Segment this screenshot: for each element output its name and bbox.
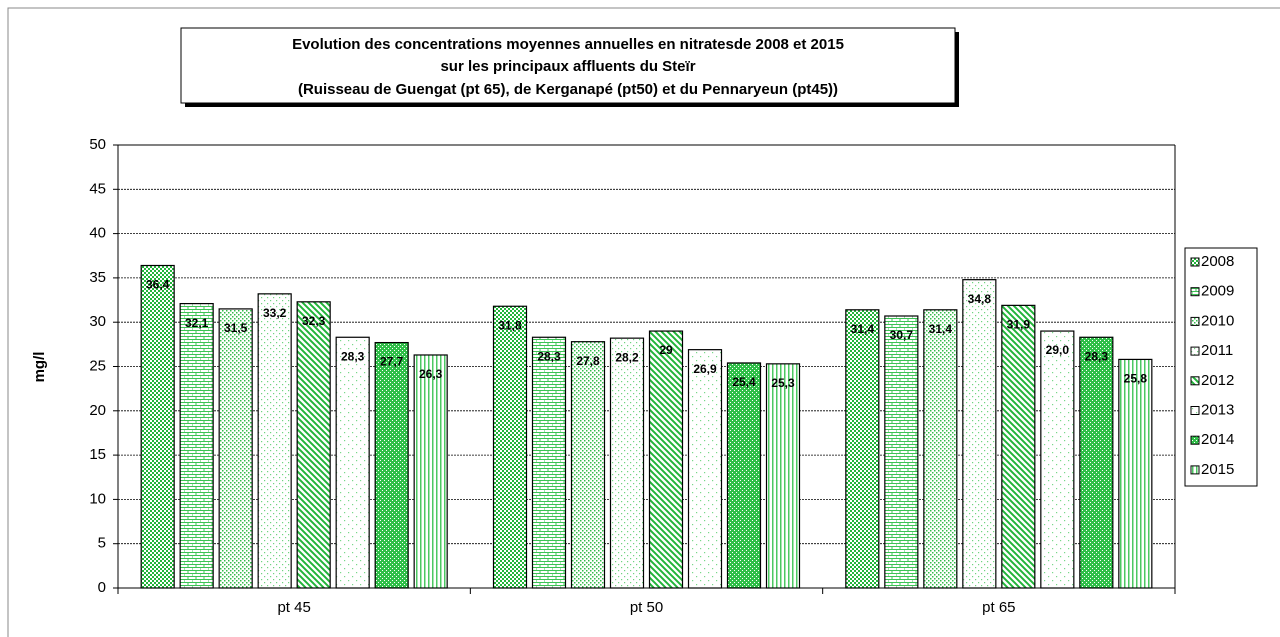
bar [492, 305, 528, 589]
bar [765, 363, 801, 589]
bar [296, 301, 331, 589]
legend-label: 2009 [1201, 283, 1234, 300]
bar [257, 293, 292, 589]
y-tick-label: 25 [89, 357, 106, 374]
legend-swatch [1190, 406, 1200, 415]
bar [923, 309, 958, 589]
bar [335, 336, 370, 589]
bar [1118, 358, 1153, 589]
y-tick-label: 45 [89, 180, 106, 197]
legend-swatch [1190, 465, 1200, 475]
chart-title: Evolution des concentrations moyennes an… [292, 36, 844, 53]
data-label: 28,3 [341, 349, 365, 363]
y-tick-label: 20 [89, 402, 106, 419]
data-label: 29 [659, 343, 673, 357]
y-tick-label: 5 [98, 535, 106, 552]
bar [962, 279, 997, 589]
y-tick-label: 10 [89, 490, 106, 507]
data-label: 32,3 [302, 314, 326, 328]
legend-swatch [1190, 376, 1200, 386]
data-label: 34,8 [968, 292, 992, 306]
legend-label: 2011 [1201, 342, 1233, 359]
y-tick-label: 50 [89, 136, 106, 153]
data-label: 28,2 [615, 350, 639, 364]
bar [140, 264, 175, 589]
chart-title: (Ruisseau de Guengat (pt 65), de Kergana… [298, 81, 838, 98]
bar [531, 336, 567, 589]
bar [218, 308, 253, 589]
data-label: 28,3 [537, 349, 561, 363]
data-label: 25,4 [732, 375, 756, 389]
data-label: 32,1 [185, 316, 209, 330]
bar [884, 315, 919, 589]
data-label: 25,8 [1124, 372, 1148, 386]
data-label: 31,4 [851, 322, 875, 336]
legend-swatch [1190, 316, 1200, 326]
legend-swatch [1190, 287, 1200, 297]
bar [648, 330, 684, 589]
y-tick-label: 0 [98, 579, 106, 596]
legend-swatch [1190, 346, 1200, 356]
data-label: 31,5 [224, 321, 248, 335]
data-label: 33,2 [263, 306, 287, 320]
bar [374, 341, 409, 589]
legend-swatch [1190, 435, 1200, 445]
legend-swatch [1190, 257, 1200, 267]
data-label: 26,9 [693, 362, 717, 376]
data-label: 36,4 [146, 278, 170, 292]
x-tick-label: pt 50 [630, 599, 663, 616]
bar [413, 354, 448, 589]
y-tick-label: 40 [89, 225, 106, 242]
bar [687, 349, 723, 589]
legend-label: 2015 [1201, 461, 1234, 478]
bar [179, 302, 214, 589]
y-tick-label: 15 [89, 446, 106, 463]
data-label: 27,8 [576, 354, 600, 368]
bar [1001, 304, 1036, 589]
legend-label: 2014 [1201, 431, 1234, 448]
data-label: 31,8 [498, 318, 522, 332]
data-label: 29,0 [1046, 343, 1070, 357]
data-label: 30,7 [890, 328, 914, 342]
data-label: 25,3 [771, 376, 795, 390]
bar [1040, 330, 1075, 589]
x-tick-label: pt 65 [982, 599, 1015, 616]
y-tick-label: 30 [89, 313, 106, 330]
bar [1079, 336, 1114, 589]
bar [609, 337, 645, 589]
y-tick-label: 35 [89, 269, 106, 286]
bar [845, 309, 880, 589]
chart-title: sur les principaux affluents du Steïr [440, 58, 695, 75]
legend-label: 2008 [1201, 253, 1234, 270]
x-tick-label: pt 45 [277, 599, 310, 616]
data-label: 26,3 [419, 367, 443, 381]
title-box [180, 27, 956, 104]
legend-label: 2010 [1201, 312, 1234, 329]
bar [570, 341, 606, 589]
data-label: 27,7 [380, 355, 404, 369]
bar [726, 362, 762, 589]
legend-label: 2012 [1201, 372, 1234, 389]
data-label: 31,9 [1007, 318, 1031, 332]
y-axis-label: mg/l [31, 352, 48, 383]
data-label: 28,3 [1085, 349, 1109, 363]
data-label: 31,4 [929, 322, 953, 336]
legend-label: 2013 [1201, 401, 1234, 418]
